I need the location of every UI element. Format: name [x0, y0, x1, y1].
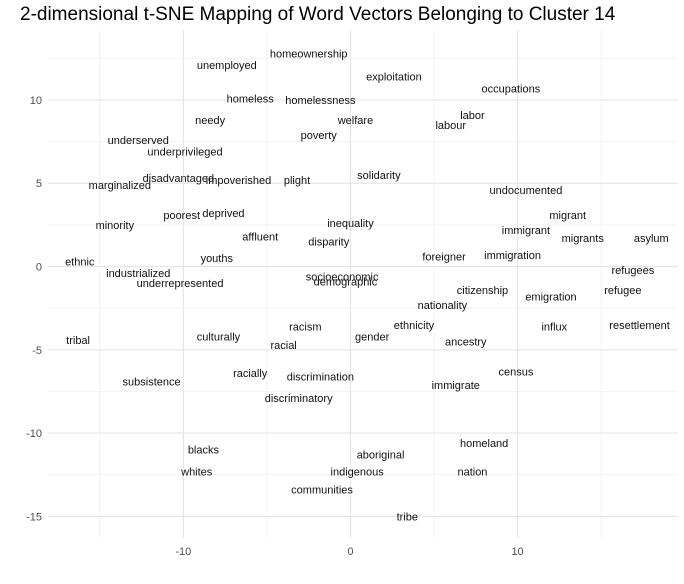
point-label: affluent [242, 232, 278, 244]
point-label: immigrate [432, 380, 480, 392]
point-label: labor [460, 110, 485, 122]
point-label: citizenship [457, 285, 508, 297]
point-label: racial [270, 340, 296, 352]
point-label: minority [96, 220, 135, 232]
word-labels: homeownership unemployed exploitation occup… [65, 48, 670, 523]
point-label: foreigner [422, 252, 466, 264]
point-label: exploitation [366, 72, 422, 84]
point-label: immigration [484, 250, 541, 262]
point-label: indigenous [331, 466, 385, 478]
point-label: racially [233, 368, 268, 380]
point-label: plight [284, 175, 310, 187]
point-label: marginalized [89, 180, 151, 192]
point-label: census [498, 366, 533, 378]
point-label: tribal [66, 335, 90, 347]
point-label: deprived [202, 208, 244, 220]
point-label: homeownership [270, 48, 348, 60]
point-label: nationality [418, 300, 468, 312]
axis-ticks: -10 0 10 -15 -10 -5 0 5 10 [26, 95, 524, 558]
point-label: blacks [188, 445, 220, 457]
chart-title: 2-dimensional t-SNE Mapping of Word Vect… [20, 4, 616, 25]
point-label: refugees [611, 265, 654, 277]
point-label: undocumented [490, 185, 563, 197]
point-label: industrialized [106, 268, 170, 280]
point-label: occupations [482, 83, 541, 95]
point-label: poverty [301, 130, 338, 142]
point-label: poorest [163, 210, 200, 222]
point-label: homeland [460, 438, 508, 450]
point-label: ethnicity [394, 320, 435, 332]
point-label: migrants [562, 233, 605, 245]
point-label: immigrant [502, 225, 550, 237]
grid [48, 30, 678, 538]
y-tick-label: -10 [26, 428, 42, 440]
point-label: tribe [397, 511, 418, 523]
point-label: impoverished [206, 175, 271, 187]
point-label: welfare [337, 115, 373, 127]
point-label: homelessness [285, 95, 356, 107]
point-label: communities [291, 485, 353, 497]
y-tick-label: -5 [32, 345, 42, 357]
point-label: socioeconomic [306, 272, 379, 284]
point-label: solidarity [357, 170, 401, 182]
point-label: ancestry [445, 336, 487, 348]
point-label: nation [457, 466, 487, 478]
point-label: emigration [525, 291, 576, 303]
point-label: needy [195, 115, 225, 127]
point-label: culturally [197, 331, 241, 343]
point-label: discriminatory [265, 393, 333, 405]
x-tick-label: 10 [511, 546, 523, 558]
point-label: labour [435, 120, 466, 132]
point-label: demographic [314, 277, 378, 289]
y-tick-label: 0 [36, 262, 42, 274]
point-label: disadvantaged [143, 173, 215, 185]
point-label: underrepresented [137, 278, 224, 290]
point-label: unemployed [197, 60, 257, 72]
point-label: influx [541, 321, 567, 333]
point-label: youths [201, 253, 234, 265]
point-label: discrimination [287, 371, 354, 383]
point-label: ethnic [65, 257, 95, 269]
point-label: aboriginal [357, 450, 405, 462]
y-tick-label: 10 [30, 95, 42, 107]
point-label: disparity [308, 237, 349, 249]
point-label: racism [289, 321, 321, 333]
point-label: inequality [327, 218, 374, 230]
point-label: resettlement [609, 320, 670, 332]
point-label: gender [355, 331, 390, 343]
y-tick-label: -15 [26, 511, 42, 523]
y-tick-label: 5 [36, 178, 42, 190]
point-label: migrant [549, 210, 586, 222]
point-label: homeless [227, 93, 275, 105]
point-label: refugee [604, 285, 641, 297]
x-tick-label: 0 [347, 546, 353, 558]
x-tick-label: -10 [175, 546, 191, 558]
point-label: asylum [634, 233, 669, 245]
point-label: underserved [108, 135, 169, 147]
point-label: underprivileged [147, 147, 222, 159]
point-label: whites [180, 466, 213, 478]
point-label: subsistence [123, 376, 181, 388]
